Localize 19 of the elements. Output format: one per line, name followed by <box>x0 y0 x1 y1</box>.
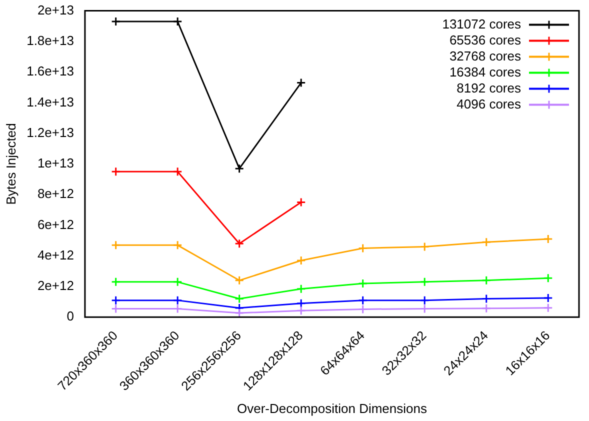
y-tick-label: 2e+13 <box>37 2 74 18</box>
y-axis-title: Bytes Injected <box>3 123 18 205</box>
y-tick-label: 0 <box>66 308 74 324</box>
legend-label: 16384 cores <box>449 64 522 80</box>
y-tick-label: 1.8e+13 <box>26 33 74 48</box>
y-tick-label: 1e+13 <box>37 156 74 171</box>
x-axis-title: Over-Decomposition Dimensions <box>236 400 428 416</box>
legend-label: 32768 cores <box>449 48 522 64</box>
legend-label: 8192 cores <box>456 80 522 96</box>
y-tick-label: 1.2e+13 <box>26 124 74 140</box>
y-tick-label: 6e+12 <box>37 216 74 232</box>
legend-label: 131072 cores <box>442 16 522 32</box>
y-tick-label: 1.6e+13 <box>26 64 74 79</box>
y-tick-label: 2e+12 <box>37 278 74 294</box>
y-tick-label: 1.4e+13 <box>26 94 74 110</box>
y-tick-label: 8e+12 <box>37 186 74 202</box>
legend-label: 65536 cores <box>449 32 522 48</box>
y-tick-label: 4e+12 <box>37 247 74 262</box>
legend-label: 4096 cores <box>456 96 522 112</box>
